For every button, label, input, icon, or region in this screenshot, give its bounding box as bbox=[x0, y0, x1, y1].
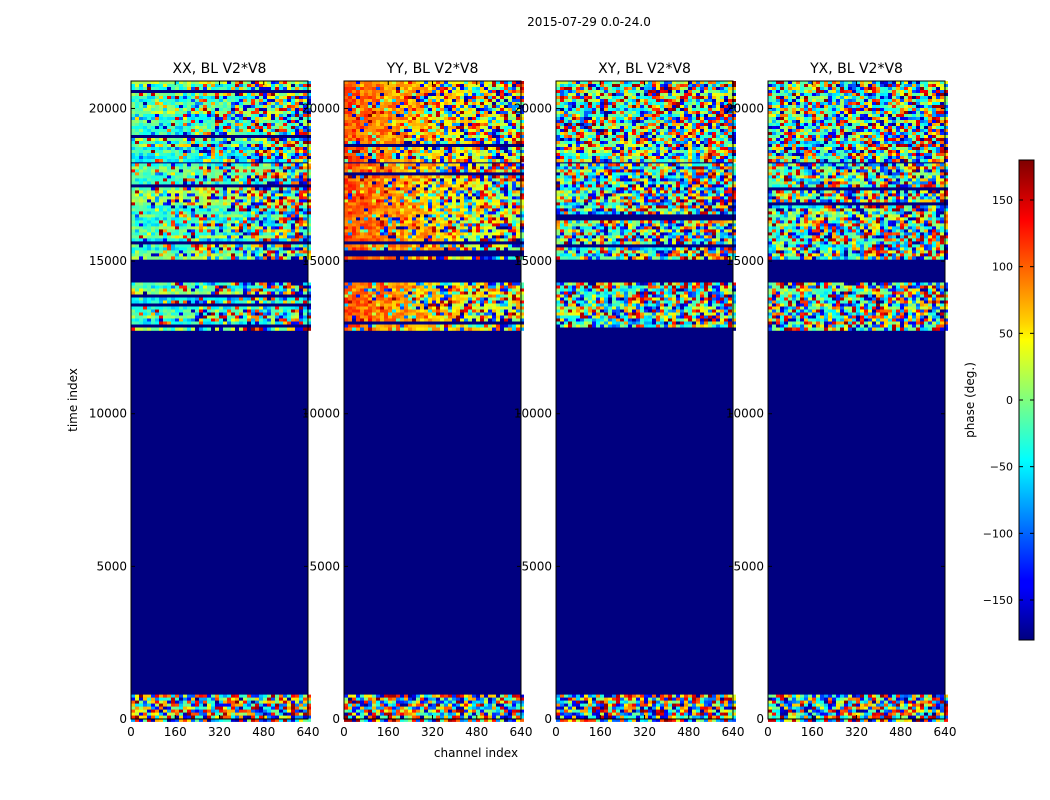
colorbar-tick-label: 100 bbox=[992, 261, 1013, 274]
y-tick-label: 20000 bbox=[514, 101, 552, 115]
y-tick-label: 0 bbox=[119, 712, 127, 726]
y-tick-label: 10000 bbox=[302, 407, 340, 421]
colorbar-tick-label: −50 bbox=[990, 461, 1013, 474]
x-tick-label: 0 bbox=[764, 725, 772, 739]
x-tick-label: 640 bbox=[510, 725, 533, 739]
x-tick-label: 0 bbox=[127, 725, 135, 739]
x-tick-label: 320 bbox=[208, 725, 231, 739]
colorbar-label: phase (deg.) bbox=[963, 362, 977, 438]
x-tick-label: 480 bbox=[465, 725, 488, 739]
y-tick-label: 10000 bbox=[514, 407, 552, 421]
y-axis-label: time index bbox=[66, 368, 80, 432]
x-tick-label: 480 bbox=[677, 725, 700, 739]
colorbar-tick-label: 0 bbox=[1006, 394, 1013, 407]
heatmap-panels: XX, BL V2*V8 0 160 320 480 640 0 5000 10000 15000… bbox=[89, 61, 957, 739]
x-tick-label: 320 bbox=[421, 725, 444, 739]
y-tick-label: 5000 bbox=[96, 559, 127, 573]
x-tick-label: 320 bbox=[633, 725, 656, 739]
colorbar-tick-label: 50 bbox=[999, 327, 1013, 340]
panel-xx: XX, BL V2*V8 0 160 320 480 640 0 5000 10000 15000… bbox=[89, 61, 320, 739]
y-tick-label: 5000 bbox=[521, 559, 552, 573]
x-tick-label: 640 bbox=[934, 725, 957, 739]
y-tick-label: 15000 bbox=[514, 254, 552, 268]
y-tick-label: 20000 bbox=[302, 101, 340, 115]
x-tick-label: 640 bbox=[722, 725, 745, 739]
x-tick-label: 160 bbox=[589, 725, 612, 739]
colorbar-tick-label: 150 bbox=[992, 194, 1013, 207]
panel-title: YY, BL V2*V8 bbox=[386, 61, 479, 77]
y-tick-label: 5000 bbox=[733, 559, 764, 573]
figure-title: 2015-07-29 0.0-24.0 bbox=[527, 15, 651, 29]
y-tick-label: 15000 bbox=[302, 254, 340, 268]
y-tick-label: 15000 bbox=[89, 254, 127, 268]
x-tick-label: 160 bbox=[801, 725, 824, 739]
heatmap-cells bbox=[131, 81, 311, 722]
heatmap-cells bbox=[768, 81, 948, 722]
colorbar-gradient bbox=[1019, 160, 1034, 640]
panel-title: YX, BL V2*V8 bbox=[809, 61, 903, 77]
x-tick-label: 0 bbox=[552, 725, 560, 739]
heatmap-cells bbox=[556, 81, 736, 722]
x-tick-label: 640 bbox=[297, 725, 320, 739]
panel-title: XY, BL V2*V8 bbox=[598, 61, 691, 77]
y-tick-label: 10000 bbox=[726, 407, 764, 421]
y-tick-label: 10000 bbox=[89, 407, 127, 421]
colorbar: −150 −100 −50 0 50 100 150 phase (deg.) bbox=[963, 159, 1035, 641]
y-tick-label: 5000 bbox=[309, 559, 340, 573]
y-tick-label: 0 bbox=[332, 712, 340, 726]
x-tick-label: 480 bbox=[889, 725, 912, 739]
panel-yx: YX, BL V2*V8 0 160 320 480 640 0 5000 10000 15000… bbox=[726, 61, 957, 739]
colorbar-tick-label: −100 bbox=[983, 527, 1013, 540]
x-axis-label: channel index bbox=[434, 746, 518, 760]
y-tick-label: 0 bbox=[756, 712, 764, 726]
x-tick-label: 160 bbox=[377, 725, 400, 739]
colorbar-tick-label: −150 bbox=[983, 594, 1013, 607]
x-tick-label: 160 bbox=[164, 725, 187, 739]
y-tick-label: 15000 bbox=[726, 254, 764, 268]
panel-title: XX, BL V2*V8 bbox=[173, 61, 267, 77]
y-tick-label: 20000 bbox=[726, 101, 764, 115]
x-tick-label: 320 bbox=[845, 725, 868, 739]
heatmap-cells bbox=[344, 81, 524, 722]
panel-yy: YY, BL V2*V8 0 160 320 480 640 0 5000 10000 15000… bbox=[302, 61, 533, 739]
y-tick-label: 0 bbox=[544, 712, 552, 726]
panel-xy: XY, BL V2*V8 0 160 320 480 640 0 5000 10000 15000… bbox=[514, 61, 745, 739]
x-tick-label: 0 bbox=[340, 725, 348, 739]
x-tick-label: 480 bbox=[252, 725, 275, 739]
y-tick-label: 20000 bbox=[89, 101, 127, 115]
